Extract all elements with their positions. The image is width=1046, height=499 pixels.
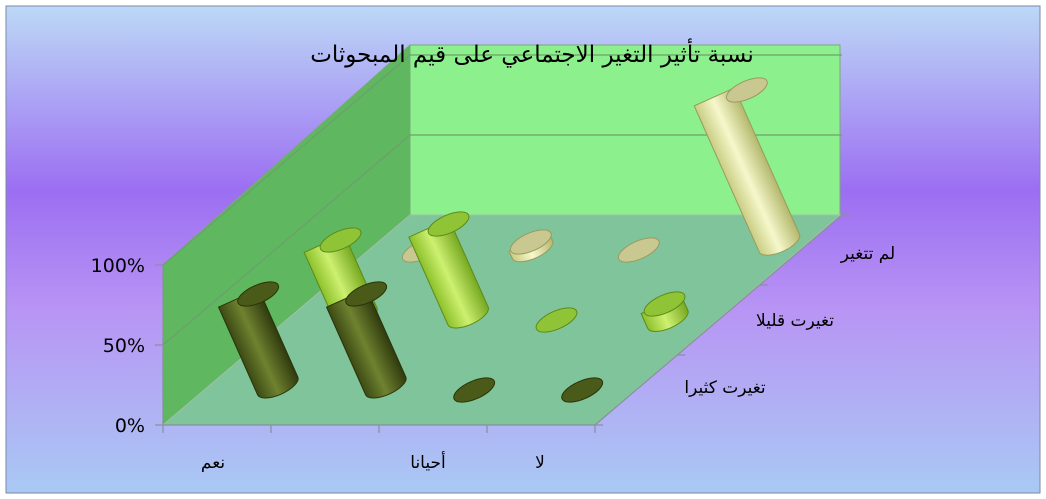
bar-top	[345, 281, 388, 307]
bar-body	[693, 87, 801, 256]
series-axis-label: لم تتغير	[840, 244, 895, 264]
bar	[325, 281, 407, 399]
x-tick-label: لا	[535, 453, 545, 473]
bar-body	[408, 218, 489, 329]
bar	[217, 281, 299, 399]
bar-top	[725, 77, 768, 103]
bar-body	[217, 288, 299, 399]
depth-axis-line	[594, 214, 843, 426]
bar	[640, 291, 689, 332]
bar	[617, 237, 660, 263]
bar-top	[561, 377, 604, 403]
bar-top	[617, 237, 660, 263]
bar-top	[427, 211, 470, 237]
x-tick-label: أحيانا	[410, 451, 445, 473]
y-tick-label: 0%	[115, 415, 145, 437]
chart-title: نسبة تأثير التغير الاجتماعي على قيم المب…	[310, 38, 754, 68]
series-axis-label: تغيرت كثيرا	[684, 378, 766, 398]
bars	[217, 77, 801, 403]
bar	[453, 377, 496, 403]
bar-top	[237, 281, 280, 307]
bar	[408, 211, 489, 329]
bar-top	[643, 291, 686, 317]
series-axis-label: تغيرت قليلا	[756, 311, 834, 331]
bar	[693, 77, 801, 256]
bar	[535, 307, 578, 333]
y-tick-label: 50%	[103, 335, 145, 357]
bar	[561, 377, 604, 403]
gridline	[162, 134, 842, 346]
gridline	[162, 54, 842, 266]
axes	[155, 214, 850, 433]
bar	[508, 229, 554, 263]
y-tick-label: 100%	[91, 255, 145, 277]
bar-body	[325, 288, 407, 399]
x-tick-label: نعم	[201, 453, 225, 473]
bar-top	[509, 229, 552, 255]
bar-top	[453, 377, 496, 403]
bar-top	[319, 227, 362, 253]
gridlines	[162, 54, 842, 346]
bar-top	[535, 307, 578, 333]
